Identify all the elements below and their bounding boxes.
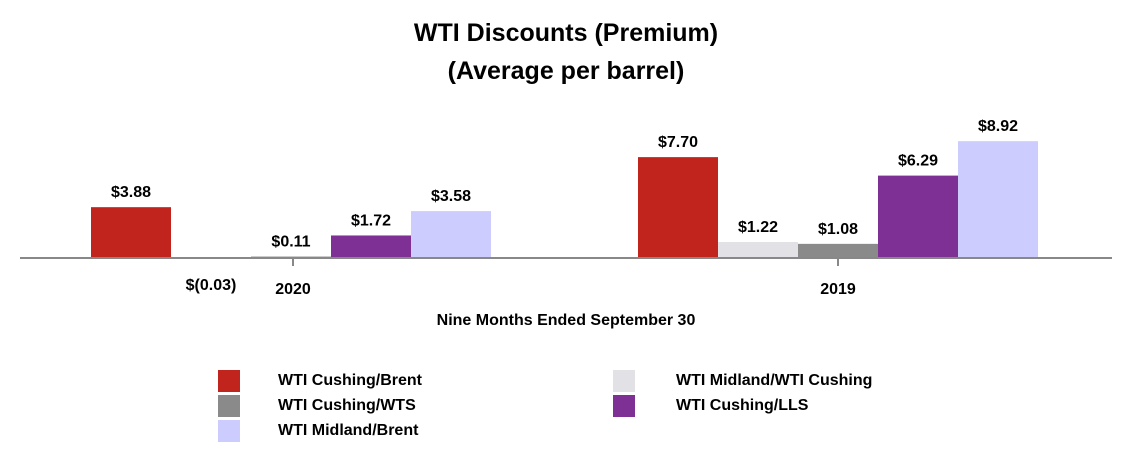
data-label: $3.58 — [431, 188, 471, 205]
bar — [958, 141, 1038, 258]
data-label: $6.29 — [898, 153, 938, 170]
data-label: $8.92 — [978, 118, 1018, 135]
data-label: $7.70 — [658, 134, 698, 151]
x-axis-label: Nine Months Ended September 30 — [436, 312, 696, 329]
legend-label: WTI Cushing/LLS — [676, 397, 809, 414]
legend-swatch — [218, 420, 240, 442]
bar-chart: $3.88 $(0.03) $0.11 $1.72 $3.58 $7.70 $1.22 $1.… — [20, 118, 1112, 298]
data-label: $1.22 — [738, 219, 778, 236]
x-tick-label: 2020 — [275, 281, 311, 298]
data-label: $(0.03) — [186, 277, 237, 294]
legend-swatch — [613, 395, 635, 417]
bar — [718, 242, 798, 258]
bar — [878, 175, 958, 258]
legend-swatch — [218, 395, 240, 417]
bar — [411, 211, 491, 258]
data-label: $1.08 — [818, 221, 858, 238]
bar — [798, 243, 878, 258]
bar — [331, 235, 411, 258]
data-label: $1.72 — [351, 212, 391, 229]
legend-label: WTI Midland/WTI Cushing — [676, 372, 873, 389]
data-label: $0.11 — [271, 234, 310, 251]
legend-label: WTI Cushing/WTS — [278, 397, 416, 414]
legend-swatch — [218, 370, 240, 392]
chart-subtitle: (Average per barrel) — [447, 57, 685, 85]
chart-title: WTI Discounts (Premium) — [413, 19, 719, 47]
x-tick-label: 2019 — [820, 281, 856, 298]
bar — [638, 157, 718, 258]
legend-label: WTI Midland/Brent — [278, 422, 419, 439]
data-label: $3.88 — [111, 184, 151, 201]
bar — [91, 207, 171, 258]
legend-swatch — [613, 370, 635, 392]
legend-label: WTI Cushing/Brent — [278, 372, 422, 389]
